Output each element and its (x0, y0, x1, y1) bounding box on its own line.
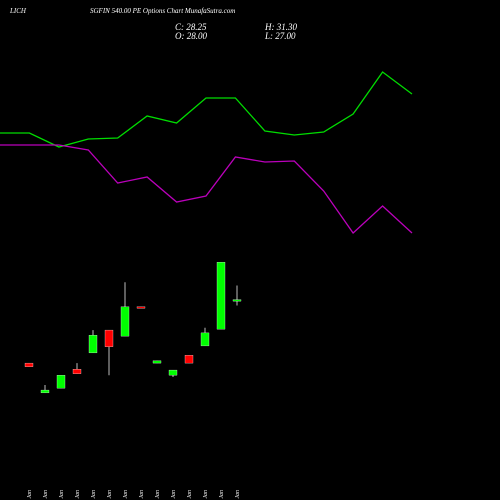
indicator-line (0, 71, 413, 148)
candle-body (232, 299, 242, 302)
candle-body (168, 369, 178, 376)
candle-body (184, 355, 194, 364)
candle-body (88, 335, 98, 354)
x-tick-label: 17 Jan (187, 490, 193, 500)
x-tick-label: 01 Jan (27, 490, 33, 500)
candle-body (56, 375, 66, 389)
x-tick-label: 15 Jan (155, 490, 161, 500)
x-tick-label: 14 Jan (138, 490, 145, 500)
candle-body (136, 306, 146, 309)
candle-body (120, 306, 130, 337)
x-tick-label: 02 Jan (43, 490, 49, 500)
x-tick-label: 08 Jan (91, 490, 97, 500)
x-tick-label: 16 Jan (171, 490, 177, 500)
x-tick-label: 20 Jan (203, 490, 209, 500)
ohlc-text: O: 28.00 (175, 31, 207, 41)
chart-title: SGFIN 540.00 PE Options Chart MunafaSutr… (90, 7, 235, 15)
x-tick-label: 22 Jan (235, 490, 241, 500)
x-tick-label: 03 Jan (59, 490, 65, 500)
indicator-line (0, 144, 413, 234)
candle-body (152, 360, 162, 364)
ohlc-text: C: 28.25 (175, 22, 207, 32)
x-tick-label: 21 Jan (219, 490, 225, 500)
x-tick-label: 07 Jan (75, 490, 81, 500)
ohlc-text: L: 27.00 (264, 31, 296, 41)
candle-body (200, 332, 210, 347)
candle-body (216, 262, 226, 330)
chart-title-left: LICH (9, 7, 27, 15)
candle-body (40, 389, 50, 394)
x-tick-label: 13 Jan (123, 490, 129, 500)
candle-body (104, 329, 114, 347)
candle-body (72, 369, 82, 374)
candle-body (24, 362, 34, 367)
x-tick-label: 09 Jan (107, 490, 113, 500)
ohlc-text: H: 31.30 (264, 22, 297, 32)
